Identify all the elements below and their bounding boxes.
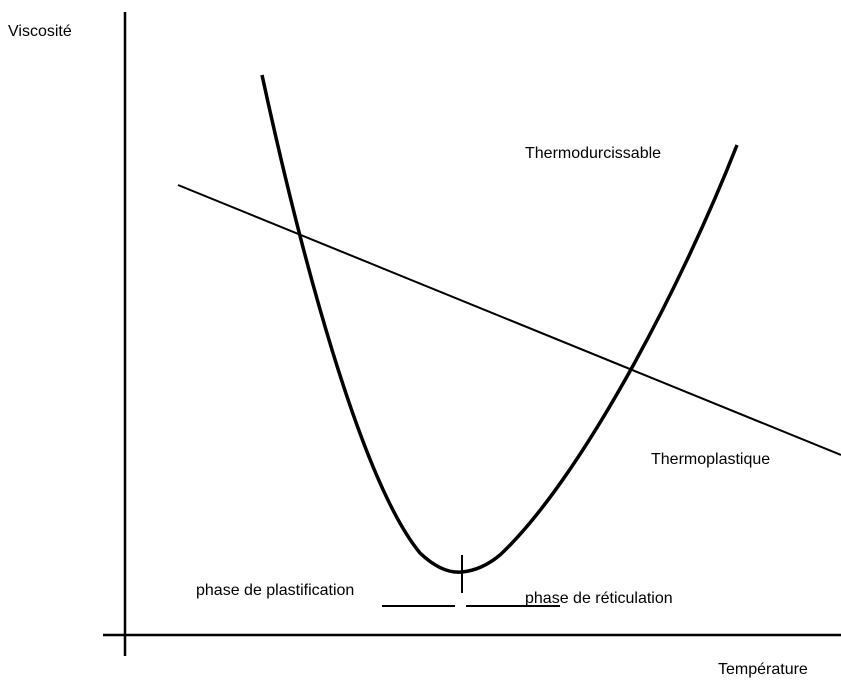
reticulation-label: phase de réticulation <box>525 590 673 607</box>
thermoplastic-line <box>177 184 841 456</box>
thermoplastic-label: Thermoplastique <box>651 451 770 468</box>
plastification-label: phase de plastification <box>196 582 354 599</box>
thermoset-label: Thermodurcissable <box>525 145 661 162</box>
x-axis-label: Température <box>718 661 808 678</box>
y-axis-label: Viscosité <box>8 23 72 40</box>
thermoset-curve <box>260 74 739 574</box>
